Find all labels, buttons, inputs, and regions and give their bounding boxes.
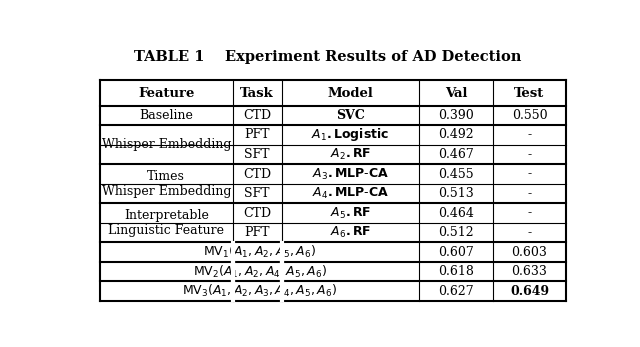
Text: $\mathit{A}_{4}\mathbf{.MLP\text{-}CA}$: $\mathit{A}_{4}\mathbf{.MLP\text{-}CA}$	[312, 186, 389, 201]
Text: $\mathrm{MV}_{1}(\mathit{A}_{1}, \mathit{A}_{2}, \mathit{A}_{5}, \mathit{A}_{6}): $\mathrm{MV}_{1}(\mathit{A}_{1}, \mathit…	[203, 244, 316, 260]
Text: 0.607: 0.607	[438, 246, 474, 259]
Text: -: -	[527, 128, 532, 142]
Text: Times
Whisper Embedding: Times Whisper Embedding	[102, 170, 231, 198]
Text: Interpretable
Linguistic Feature: Interpretable Linguistic Feature	[108, 209, 224, 237]
Text: 0.633: 0.633	[511, 265, 547, 278]
Text: CTD: CTD	[243, 168, 271, 180]
Text: -: -	[527, 148, 532, 161]
Text: 0.603: 0.603	[511, 246, 547, 259]
Text: Val: Val	[445, 86, 467, 100]
Text: TABLE 1    Experiment Results of AD Detection: TABLE 1 Experiment Results of AD Detecti…	[134, 50, 522, 64]
Text: 0.627: 0.627	[438, 285, 474, 298]
Text: 0.649: 0.649	[510, 285, 549, 298]
Text: Whisper Embedding: Whisper Embedding	[102, 138, 231, 151]
Text: PFT: PFT	[244, 128, 270, 142]
Text: $\mathrm{MV}_{3}(\mathit{A}_{1}, \mathit{A}_{2}, \mathit{A}_{3}, \mathit{A}_{4},: $\mathrm{MV}_{3}(\mathit{A}_{1}, \mathit…	[182, 283, 337, 299]
Text: CTD: CTD	[243, 206, 271, 220]
Text: 0.512: 0.512	[438, 226, 474, 239]
Text: $\mathit{A}_{1}\mathbf{.Logistic}$: $\mathit{A}_{1}\mathbf{.Logistic}$	[311, 127, 390, 144]
Text: SFT: SFT	[244, 148, 270, 161]
Text: $\mathrm{MV}_{2}(\mathit{A}_{1}, \mathit{A}_{2}, \mathit{A}_{4}, \mathit{A}_{5},: $\mathrm{MV}_{2}(\mathit{A}_{1}, \mathit…	[193, 263, 326, 280]
Text: 0.513: 0.513	[438, 187, 474, 200]
Text: 0.467: 0.467	[438, 148, 474, 161]
Text: SVC: SVC	[336, 109, 365, 122]
Text: Task: Task	[241, 86, 274, 100]
Text: $\mathit{A}_{6}\mathbf{.RF}$: $\mathit{A}_{6}\mathbf{.RF}$	[330, 225, 371, 240]
Text: $\mathit{A}_{2}\mathbf{.RF}$: $\mathit{A}_{2}\mathbf{.RF}$	[330, 147, 371, 162]
Text: 0.618: 0.618	[438, 265, 474, 278]
Text: $\mathit{A}_{3}\mathbf{.MLP\text{-}CA}$: $\mathit{A}_{3}\mathbf{.MLP\text{-}CA}$	[312, 167, 389, 181]
Text: -: -	[527, 168, 532, 180]
Text: CTD: CTD	[243, 109, 271, 122]
Text: PFT: PFT	[244, 226, 270, 239]
Text: -: -	[527, 226, 532, 239]
Text: 0.390: 0.390	[438, 109, 474, 122]
Text: Test: Test	[515, 86, 545, 100]
Text: 0.550: 0.550	[511, 109, 547, 122]
Text: Feature: Feature	[138, 86, 195, 100]
Text: 0.455: 0.455	[438, 168, 474, 180]
Text: 0.492: 0.492	[438, 128, 474, 142]
Text: SFT: SFT	[244, 187, 270, 200]
Text: $\mathit{A}_{5}\mathbf{.RF}$: $\mathit{A}_{5}\mathbf{.RF}$	[330, 205, 371, 221]
Text: 0.464: 0.464	[438, 206, 474, 220]
Text: Model: Model	[328, 86, 373, 100]
Text: -: -	[527, 206, 532, 220]
Text: -: -	[527, 187, 532, 200]
Text: Baseline: Baseline	[140, 109, 193, 122]
